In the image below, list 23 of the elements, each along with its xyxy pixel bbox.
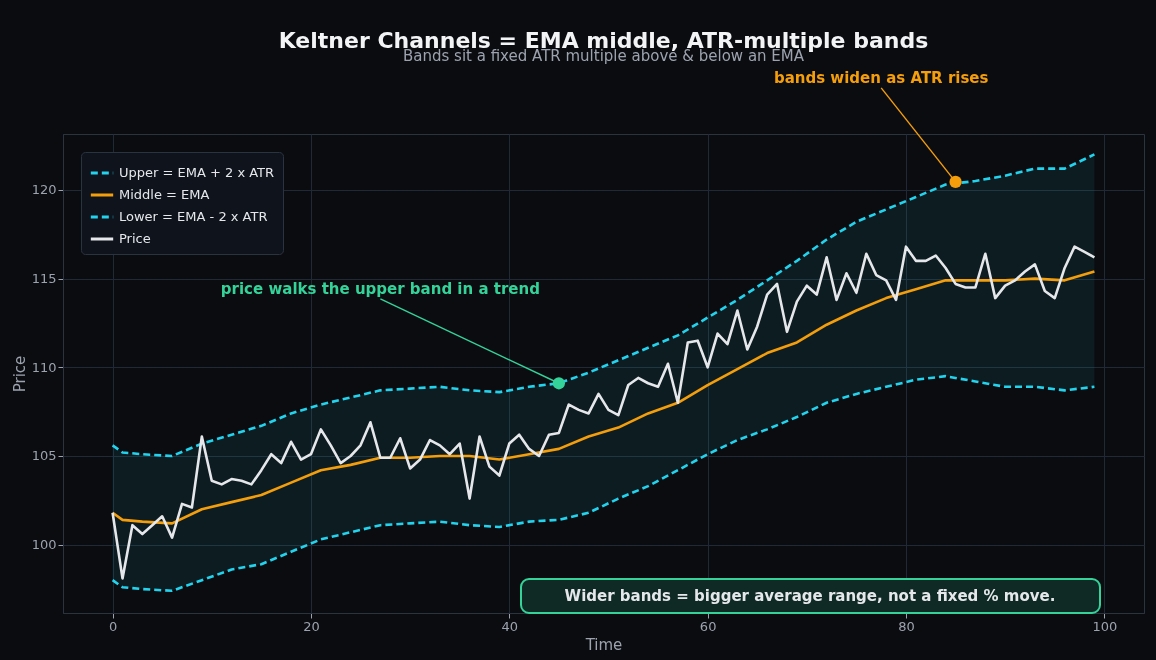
x-tick-label: 80	[898, 618, 915, 634]
legend-label: Price	[119, 231, 151, 246]
x-tick-label: 20	[303, 618, 320, 634]
x-tick-label: 100	[1092, 618, 1118, 634]
y-tick-label: 110	[31, 359, 57, 375]
legend-label: Middle = EMA	[119, 187, 210, 202]
y-tick-label: 100	[31, 537, 57, 553]
x-axis-title: Time	[584, 635, 623, 654]
line-series	[111, 270, 1096, 525]
annotation: price walks the upper band in a trend	[220, 279, 540, 298]
line-series	[111, 245, 1096, 580]
annotation: Wider bands = bigger average range, not a fixed % move.	[564, 587, 1056, 605]
x-tick-label: 40	[501, 618, 519, 634]
legend-label: Upper = EMA + 2 x ATR	[119, 165, 275, 180]
line-series	[111, 153, 1096, 458]
x-tick-label: 60	[699, 618, 717, 634]
y-tick-label: 105	[31, 448, 57, 464]
y-tick-label: 120	[31, 182, 57, 198]
annotation: bands widen as ATR rises	[773, 68, 989, 87]
y-axis-title: Price	[10, 355, 29, 393]
legend-label: Lower = EMA - 2 x ATR	[119, 209, 268, 224]
x-tick-label: 0	[108, 618, 118, 634]
y-tick-label: 115	[31, 271, 57, 287]
